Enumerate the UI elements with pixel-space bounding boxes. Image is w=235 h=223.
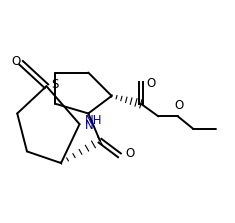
Text: O: O xyxy=(12,55,21,68)
Text: O: O xyxy=(125,147,134,160)
Text: S: S xyxy=(51,78,59,91)
Text: O: O xyxy=(147,77,156,90)
Text: O: O xyxy=(174,99,184,112)
Text: NH: NH xyxy=(85,114,102,127)
Text: N: N xyxy=(85,119,94,132)
